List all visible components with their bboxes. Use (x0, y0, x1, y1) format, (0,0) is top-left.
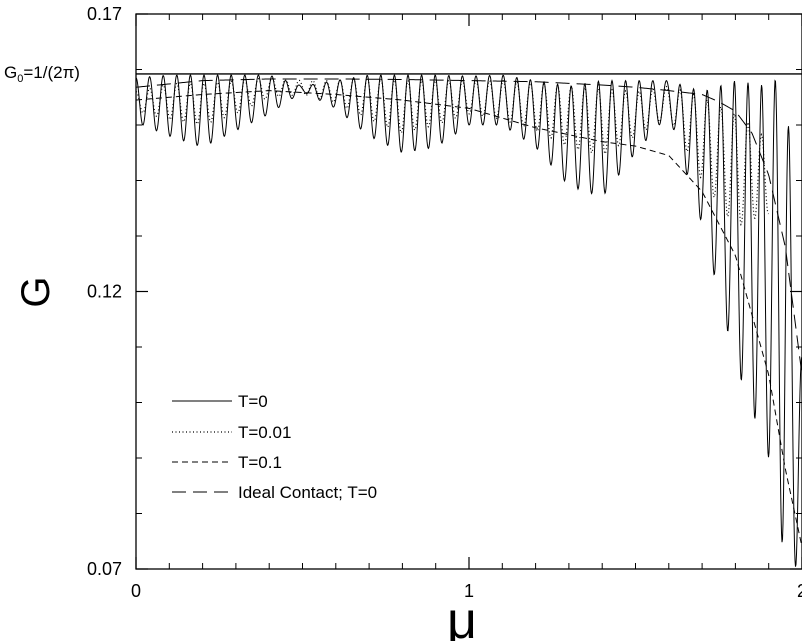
y-tick-label: 0.12 (87, 282, 122, 302)
legend: T=0 T=0.01 T=0.1 Ideal Contact; T=0 (172, 392, 377, 502)
legend-item: T=0 (172, 392, 268, 411)
legend-item: Ideal Contact; T=0 (172, 483, 377, 502)
x-tick-label: 2 (797, 581, 802, 601)
legend-label: Ideal Contact; T=0 (238, 483, 377, 502)
ref-label-rest: =1/(2π) (23, 63, 80, 82)
x-axis-ticks: 0 1 2 (131, 14, 802, 601)
series-layer (136, 73, 802, 567)
x-tick-label: 1 (464, 581, 474, 601)
reference-line-g0: G0=1/(2π) (4, 63, 802, 85)
y-tick-label: 0.07 (87, 559, 122, 579)
legend-item: T=0.01 (172, 423, 291, 442)
ref-label-main: G (4, 63, 17, 82)
series-line-longdash (136, 78, 802, 375)
legend-label: T=0.1 (238, 453, 282, 472)
series-line-solid (136, 73, 802, 567)
y-axis-ticks: 0.07 0.12 0.17 (87, 4, 802, 579)
x-axis-label: μ (447, 592, 477, 641)
x-tick-label: 0 (131, 581, 141, 601)
legend-label: T=0 (238, 392, 268, 411)
plot-frame (135, 13, 802, 570)
y-tick-label: 0.17 (87, 4, 122, 24)
ref-label-sub: 0 (17, 73, 23, 85)
reference-line-label: G0=1/(2π) (4, 63, 80, 85)
series-line-dashed (136, 90, 802, 547)
minor-ticks (136, 14, 802, 569)
legend-label: T=0.01 (238, 423, 291, 442)
legend-item: T=0.1 (172, 453, 282, 472)
y-axis-label: G (14, 276, 58, 307)
series-line-dotted (136, 77, 769, 226)
